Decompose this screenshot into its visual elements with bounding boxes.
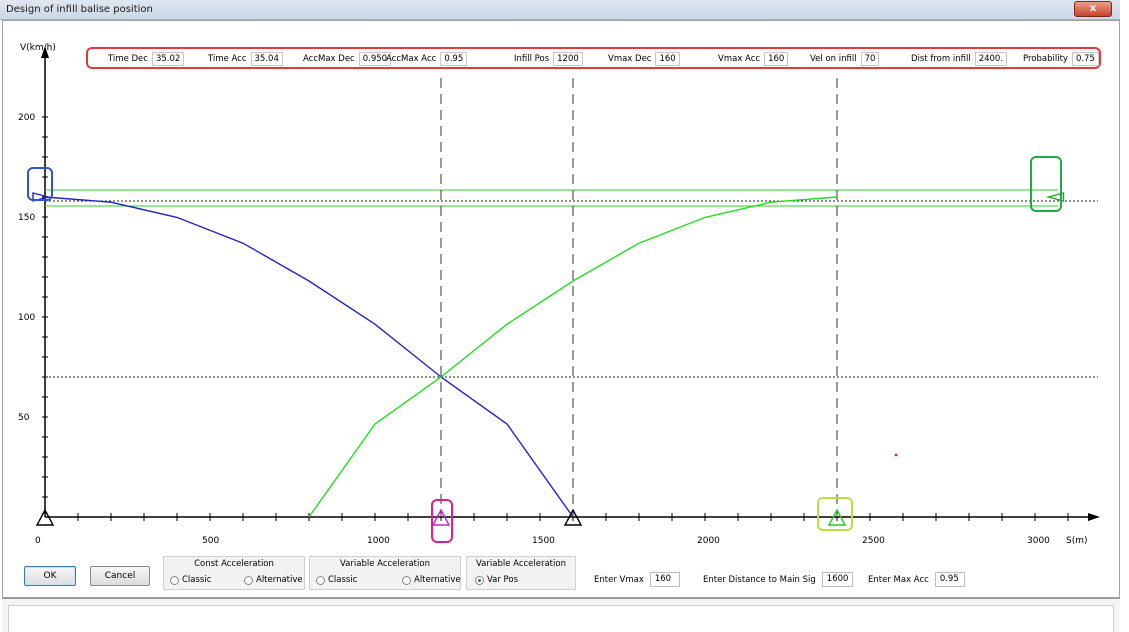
cancel-button[interactable]: Cancel <box>90 566 150 586</box>
radio-variable-classic[interactable]: Classic <box>316 575 357 585</box>
close-icon: x <box>1089 3 1097 14</box>
param-value[interactable]: 35.04 <box>250 52 283 66</box>
param-value[interactable]: 0.75 <box>1071 52 1099 66</box>
distance-main-sig-field: Enter Distance to Main Sig 1600 <box>703 572 854 587</box>
radio-icon <box>170 575 179 585</box>
red-point <box>894 453 898 457</box>
param-value[interactable]: 160 <box>764 52 789 66</box>
series-line-0 <box>44 196 574 518</box>
param-infill-pos: Infill Pos 1200 <box>514 52 583 66</box>
param-vmax-dec: Vmax Dec 160 <box>608 52 680 66</box>
param-probability: Probability 0.75 <box>1023 52 1099 66</box>
x-tick-label: 1000 <box>367 536 390 546</box>
dialog-body <box>2 20 1120 598</box>
lower-panel <box>2 598 1120 632</box>
radio-const-classic[interactable]: Classic <box>170 575 211 585</box>
param-vel-on-infill: Vel on infill 70 <box>810 52 880 66</box>
y-axis-arrow-icon <box>41 46 49 58</box>
marker-triangle-up-icon <box>563 508 583 526</box>
param-value[interactable]: 2400. <box>974 52 1008 66</box>
series-line-1 <box>308 196 838 518</box>
vmax-input[interactable]: 160 <box>649 572 680 587</box>
window-title: Design of infill balise position <box>6 4 153 15</box>
param-accmax-acc: AccMax Acc 0.95 <box>386 52 468 66</box>
radio-label: Classic <box>328 575 358 585</box>
const-acceleration-group: Const Acceleration Classic Alternative <box>163 556 305 590</box>
radio-icon <box>402 575 411 585</box>
variable-acceleration-group: Variable Acceleration Classic Alternativ… <box>309 556 461 590</box>
param-label: AccMax Dec <box>303 54 355 64</box>
radio-label: Alternative <box>414 575 461 585</box>
marker-triangle-up-icon <box>431 508 451 526</box>
param-value[interactable]: 1200 <box>553 52 583 66</box>
param-label: Time Dec <box>108 54 148 64</box>
param-label: Infill Pos <box>514 54 550 64</box>
param-value[interactable]: 0.95 <box>440 52 468 66</box>
radio-selected-icon <box>475 575 484 585</box>
y-tick-label: 150 <box>18 213 35 223</box>
distance-main-sig-input[interactable]: 1600 <box>821 572 854 587</box>
highlight-box <box>431 499 453 543</box>
marker-triangle-up-icon <box>35 508 55 526</box>
group-title: Const Acceleration <box>194 559 274 569</box>
x-tick-label: 2500 <box>862 536 885 546</box>
x-tick-label: 2000 <box>697 536 720 546</box>
x-tick-label: 1500 <box>532 536 555 546</box>
marker-triangle-up-icon <box>827 508 847 526</box>
ok-button[interactable]: OK <box>24 566 76 586</box>
x-tick-label: 0 <box>35 536 41 546</box>
radio-var-pos[interactable]: Var Pos <box>475 575 518 585</box>
param-value[interactable]: 35.02 <box>151 52 185 66</box>
max-acc-input[interactable]: 0.95 <box>934 572 965 587</box>
max-acc-field: Enter Max Acc 0.95 <box>868 572 965 587</box>
param-time-acc: Time Acc 35.04 <box>208 52 283 66</box>
param-label: Vmax Dec <box>608 54 652 64</box>
marker-triangle-left-icon <box>1045 192 1065 202</box>
radio-const-alternative[interactable]: Alternative <box>244 575 303 585</box>
speed-distance-chart: 0 500 1000 1500 2000 2500 3000 50 100 150 200 S(m) V… <box>18 43 1100 546</box>
param-label: Vmax Acc <box>718 54 761 64</box>
radio-icon <box>244 575 253 585</box>
group-title: Variable Acceleration <box>476 559 566 569</box>
param-value[interactable]: 0.950 <box>358 52 392 66</box>
x-tick-label: 3000 <box>1027 536 1050 546</box>
param-label: Vel on infill <box>810 54 857 64</box>
param-label: Probability <box>1023 54 1068 64</box>
parameter-strip: Time Dec 35.02 Time Acc 35.04 AccMax Dec 0.95… <box>86 47 1101 69</box>
param-dist-from-infill: Dist from infill 2400. <box>911 52 1008 66</box>
y-axis-label: V(km/h) <box>20 43 56 53</box>
radio-label: Classic <box>182 575 212 585</box>
radio-label: Var Pos <box>487 575 519 585</box>
param-value[interactable]: 70 <box>860 52 880 66</box>
group-title: Variable Acceleration <box>340 559 430 569</box>
y-tick-label: 200 <box>18 113 35 123</box>
highlight-box <box>817 497 853 531</box>
x-axis-arrow-icon <box>1088 513 1100 521</box>
vmax-field: Enter Vmax 160 <box>594 572 680 587</box>
y-tick-label: 100 <box>18 313 35 323</box>
distance-main-sig-label: Enter Distance to Main Sig <box>703 574 816 585</box>
param-accmax-dec: AccMax Dec 0.950 <box>303 52 392 66</box>
title-bar: Design of infill balise position x <box>0 0 1120 20</box>
variable-acceleration-pos-group: Variable Acceleration Var Pos <box>466 556 576 590</box>
param-label: Dist from infill <box>911 54 971 64</box>
highlight-box <box>1030 156 1062 212</box>
close-button[interactable]: x <box>1074 1 1112 17</box>
param-label: Time Acc <box>208 54 247 64</box>
x-axis-label: S(m) <box>1066 536 1088 546</box>
param-time-dec: Time Dec 35.02 <box>108 52 185 66</box>
param-vmax-acc: Vmax Acc 160 <box>718 52 789 66</box>
param-label: AccMax Acc <box>386 54 437 64</box>
radio-variable-alternative[interactable]: Alternative <box>402 575 461 585</box>
highlight-box <box>27 167 53 201</box>
x-tick-label: 500 <box>202 536 219 546</box>
y-tick-label: 50 <box>18 413 30 423</box>
vmax-label: Enter Vmax <box>594 574 644 585</box>
max-acc-label: Enter Max Acc <box>868 574 929 585</box>
radio-icon <box>316 575 325 585</box>
radio-label: Alternative <box>256 575 303 585</box>
param-value[interactable]: 160 <box>655 52 680 66</box>
